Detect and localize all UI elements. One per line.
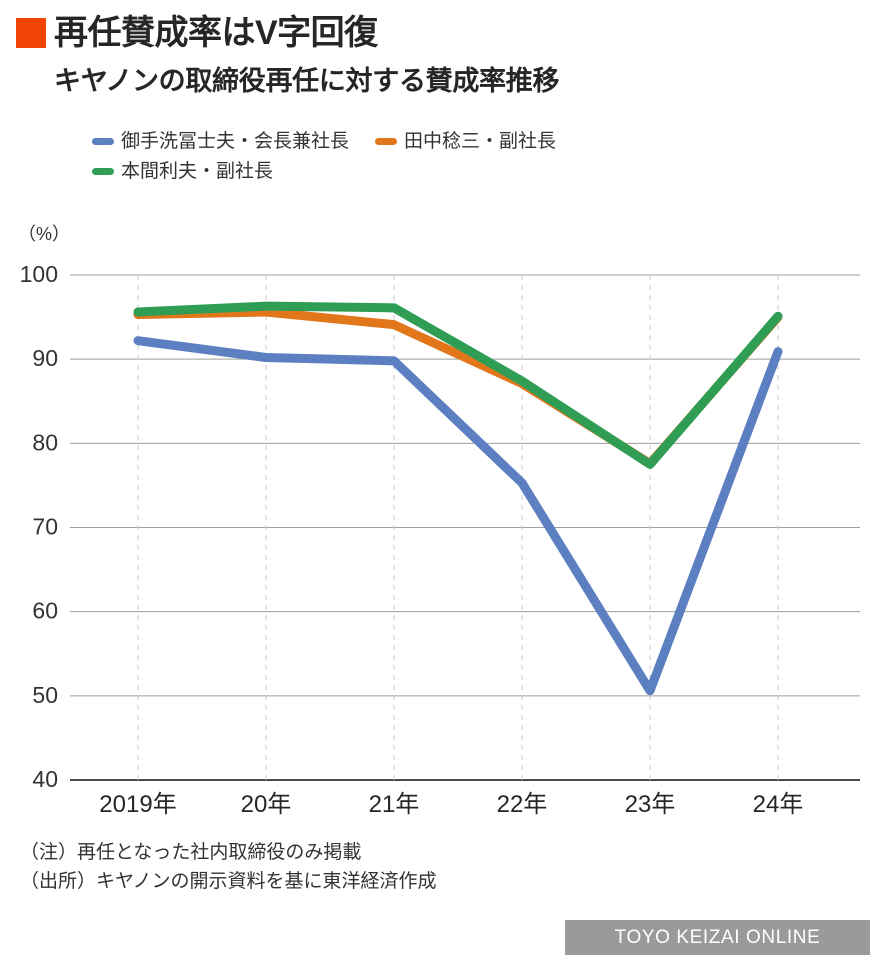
legend-label-mitarai: 御手洗冨士夫・会長兼社長 [121, 130, 350, 152]
y-tick-label: 50 [32, 682, 58, 708]
page-subtitle: キヤノンの取締役再任に対する賛成率推移 [54, 66, 560, 96]
footer-brand-bar: TOYO KEIZAI ONLINE [565, 920, 870, 955]
x-tick-label: 20年 [241, 791, 292, 818]
note-line-1: （注）再任となった社内取締役のみ掲載 [20, 842, 362, 863]
legend-swatch-orange-icon [375, 137, 398, 145]
legend-item-tanaka: 田中稔三・副社長 [375, 132, 556, 151]
y-tick-label: 60 [32, 598, 58, 624]
chart-notes: （注）再任となった社内取締役のみ掲載 （出所）キヤノンの開示資料を基に東洋経済作… [20, 838, 436, 897]
legend-swatch-green-icon [92, 167, 114, 175]
legend-item-mitarai: 御手洗冨士夫・会長兼社長 [92, 132, 349, 151]
legend-row-2: 本間利夫・副社長 [92, 156, 792, 186]
legend-swatch-blue-icon [92, 137, 114, 145]
x-tick-label: 23年 [625, 791, 676, 818]
legend-label-tanaka: 田中稔三・副社長 [404, 130, 557, 152]
x-tick-label: 2019年 [99, 791, 176, 818]
footer-brand-text: TOYO KEIZAI ONLINE [614, 926, 821, 948]
legend-item-homma: 本間利夫・副社長 [92, 162, 273, 181]
note-line-2: （出所）キヤノンの開示資料を基に東洋経済作成 [20, 871, 437, 893]
y-axis-unit-label: （%） [18, 224, 71, 244]
chart-legend: 御手洗冨士夫・会長兼社長 田中稔三・副社長 本間利夫・副社長 [92, 126, 792, 186]
y-tick-label: 70 [32, 514, 58, 540]
title-marker-icon [16, 18, 46, 48]
x-tick-label: 21年 [369, 791, 420, 818]
line-chart-plot: 40 50 60 70 80 90 100 2019年 20年 21年 22年 23年 24年 [20, 261, 860, 818]
y-tick-label: 40 [32, 766, 58, 792]
series-line [133, 307, 783, 469]
legend-label-homma: 本間利夫・副社長 [121, 160, 274, 182]
chart-area: （%） 40 50 60 70 80 90 100 2019年 20年 21年 22年 23年 24年 [0, 218, 870, 828]
y-tick-label: 90 [32, 345, 58, 371]
series-line [133, 336, 783, 696]
chart-header: 再任賛成率はV字回復 [16, 16, 378, 50]
legend-row-1: 御手洗冨士夫・会長兼社長 田中稔三・副社長 [92, 126, 792, 156]
x-tick-label: 22年 [497, 791, 548, 818]
series-line [133, 301, 783, 469]
page-title: 再任賛成率はV字回復 [54, 14, 378, 52]
x-tick-label: 24年 [753, 791, 804, 818]
y-tick-label: 100 [20, 261, 58, 287]
y-tick-label: 80 [32, 429, 58, 455]
